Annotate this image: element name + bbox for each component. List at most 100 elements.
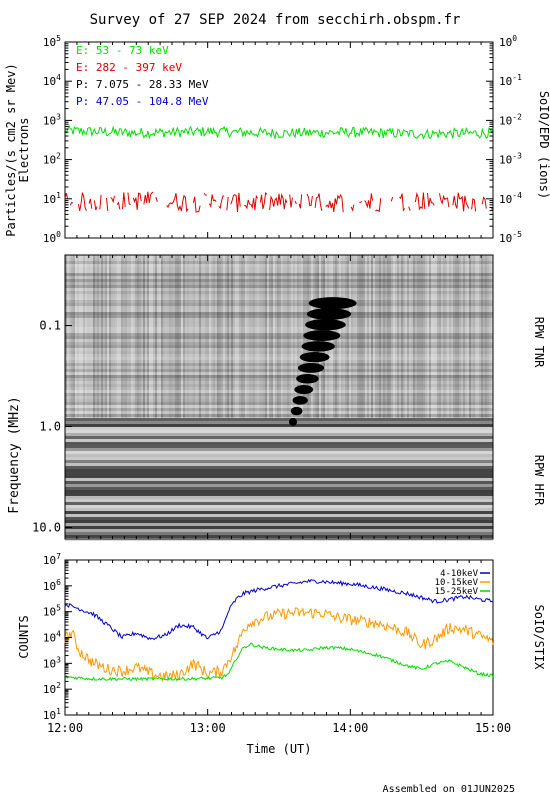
hfr-band (65, 478, 493, 481)
tnr-noise-column (131, 255, 133, 418)
epd-traces (64, 124, 494, 213)
tnr-noise-column (93, 255, 95, 418)
tnr-noise-column (351, 255, 353, 418)
tnr-noise-column (203, 255, 205, 418)
tnr-noise-column (181, 255, 183, 418)
tnr-noise-column (205, 255, 207, 418)
epd-y2-tick-label: 10-2 (499, 112, 522, 127)
tnr-noise-column (167, 255, 169, 418)
tnr-band (65, 345, 493, 348)
tnr-noise-column (245, 255, 247, 418)
tnr-band (65, 351, 493, 354)
tnr-noise-column (421, 255, 423, 418)
tnr-band (65, 384, 493, 387)
tnr-band (65, 309, 493, 312)
epd-y-tick-label: 104 (43, 73, 61, 88)
type-iii-burst-blob (290, 406, 303, 416)
tnr-noise-column (405, 255, 407, 418)
hfr-band (65, 457, 493, 460)
x-tick-label: 12:00 (47, 721, 83, 735)
tnr-noise-column (237, 255, 239, 418)
tnr-noise-column (361, 255, 363, 418)
tnr-noise-column (475, 255, 477, 418)
tnr-noise-column (223, 255, 225, 418)
epd-y2-tick-label: 10-4 (499, 191, 522, 206)
hfr-band (65, 484, 493, 487)
tnr-band (65, 372, 493, 375)
epd-series-line (414, 191, 426, 211)
tnr-band (65, 393, 493, 396)
epd-y2-tick-label: 10-5 (499, 230, 522, 245)
tnr-band (65, 321, 493, 324)
tnr-noise-column (165, 255, 167, 418)
tnr-noise-column (215, 255, 217, 418)
tnr-noise-column (373, 255, 375, 418)
legend-entry-4-10kev: 4-10keV (440, 569, 479, 579)
tnr-noise-column (163, 255, 165, 418)
tnr-noise-column (173, 255, 175, 418)
tnr-band (65, 405, 493, 408)
tnr-noise-column (257, 255, 259, 418)
tnr-noise-column (395, 255, 397, 418)
tnr-band (65, 297, 493, 300)
tnr-noise-column (401, 255, 403, 418)
tnr-noise-column (347, 255, 349, 418)
tnr-noise-column (155, 255, 157, 418)
epd-series-line (69, 201, 74, 206)
tnr-band (65, 402, 493, 405)
tnr-band (65, 306, 493, 309)
tnr-noise-column (235, 255, 237, 418)
tnr-band (65, 270, 493, 273)
tnr-band (65, 261, 493, 264)
epd-series-line (298, 194, 303, 209)
tnr-noise-column (411, 255, 413, 418)
epd-series-line (359, 200, 363, 204)
tnr-noise-column (273, 255, 275, 418)
tnr-noise-column (425, 255, 427, 418)
tnr-band (65, 315, 493, 318)
hfr-band (65, 502, 493, 505)
tnr-noise-column (451, 255, 453, 418)
epd-series-line (64, 192, 69, 200)
tnr-noise-column (141, 255, 143, 418)
tnr-noise-column (249, 255, 251, 418)
tnr-noise-column (377, 255, 379, 418)
rpw-ylabel: Frequency (MHz) (7, 396, 22, 513)
tnr-noise-column (117, 255, 119, 418)
stix-y-tick-label: 106 (43, 578, 61, 593)
tnr-noise-column (259, 255, 261, 418)
tnr-noise-column (385, 255, 387, 418)
tnr-noise-column (283, 255, 285, 418)
epd-series-line (127, 192, 131, 206)
tnr-noise-column (415, 255, 417, 418)
tnr-noise-column (359, 255, 361, 418)
rpw-hfr-label: RPW HFR (532, 455, 546, 506)
epd-legend: E: 53 - 73 keV E: 282 - 397 keV P: 7.075… (76, 44, 209, 108)
tnr-noise-column (135, 255, 137, 418)
tnr-noise-column (89, 255, 91, 418)
tnr-noise-column (123, 255, 125, 418)
tnr-noise-column (403, 255, 405, 418)
tnr-noise-column (217, 255, 219, 418)
tnr-noise-column (105, 255, 107, 418)
tnr-noise-column (139, 255, 141, 418)
tnr-noise-column (429, 255, 431, 418)
epd-y-tick-label: 101 (43, 191, 61, 206)
tnr-noise-column (201, 255, 203, 418)
tnr-noise-column (233, 255, 235, 418)
tnr-noise-column (115, 255, 117, 418)
legend-entry-15-25kev: 15-25keV (435, 587, 479, 597)
tnr-noise-column (85, 255, 87, 418)
tnr-band (65, 408, 493, 411)
tnr-noise-column (447, 255, 449, 418)
tnr-noise-column (211, 255, 213, 418)
tnr-noise-column (445, 255, 447, 418)
epd-series-line (427, 192, 435, 207)
epd-series-line (116, 201, 121, 210)
stix-panel: 101 102 103 104 105 106 107 12:00 13:00 14:00 15:… (17, 552, 546, 756)
tnr-noise-column (479, 255, 481, 418)
tnr-noise-column (221, 255, 223, 418)
hfr-band (65, 424, 493, 427)
epd-series-line (203, 192, 207, 196)
